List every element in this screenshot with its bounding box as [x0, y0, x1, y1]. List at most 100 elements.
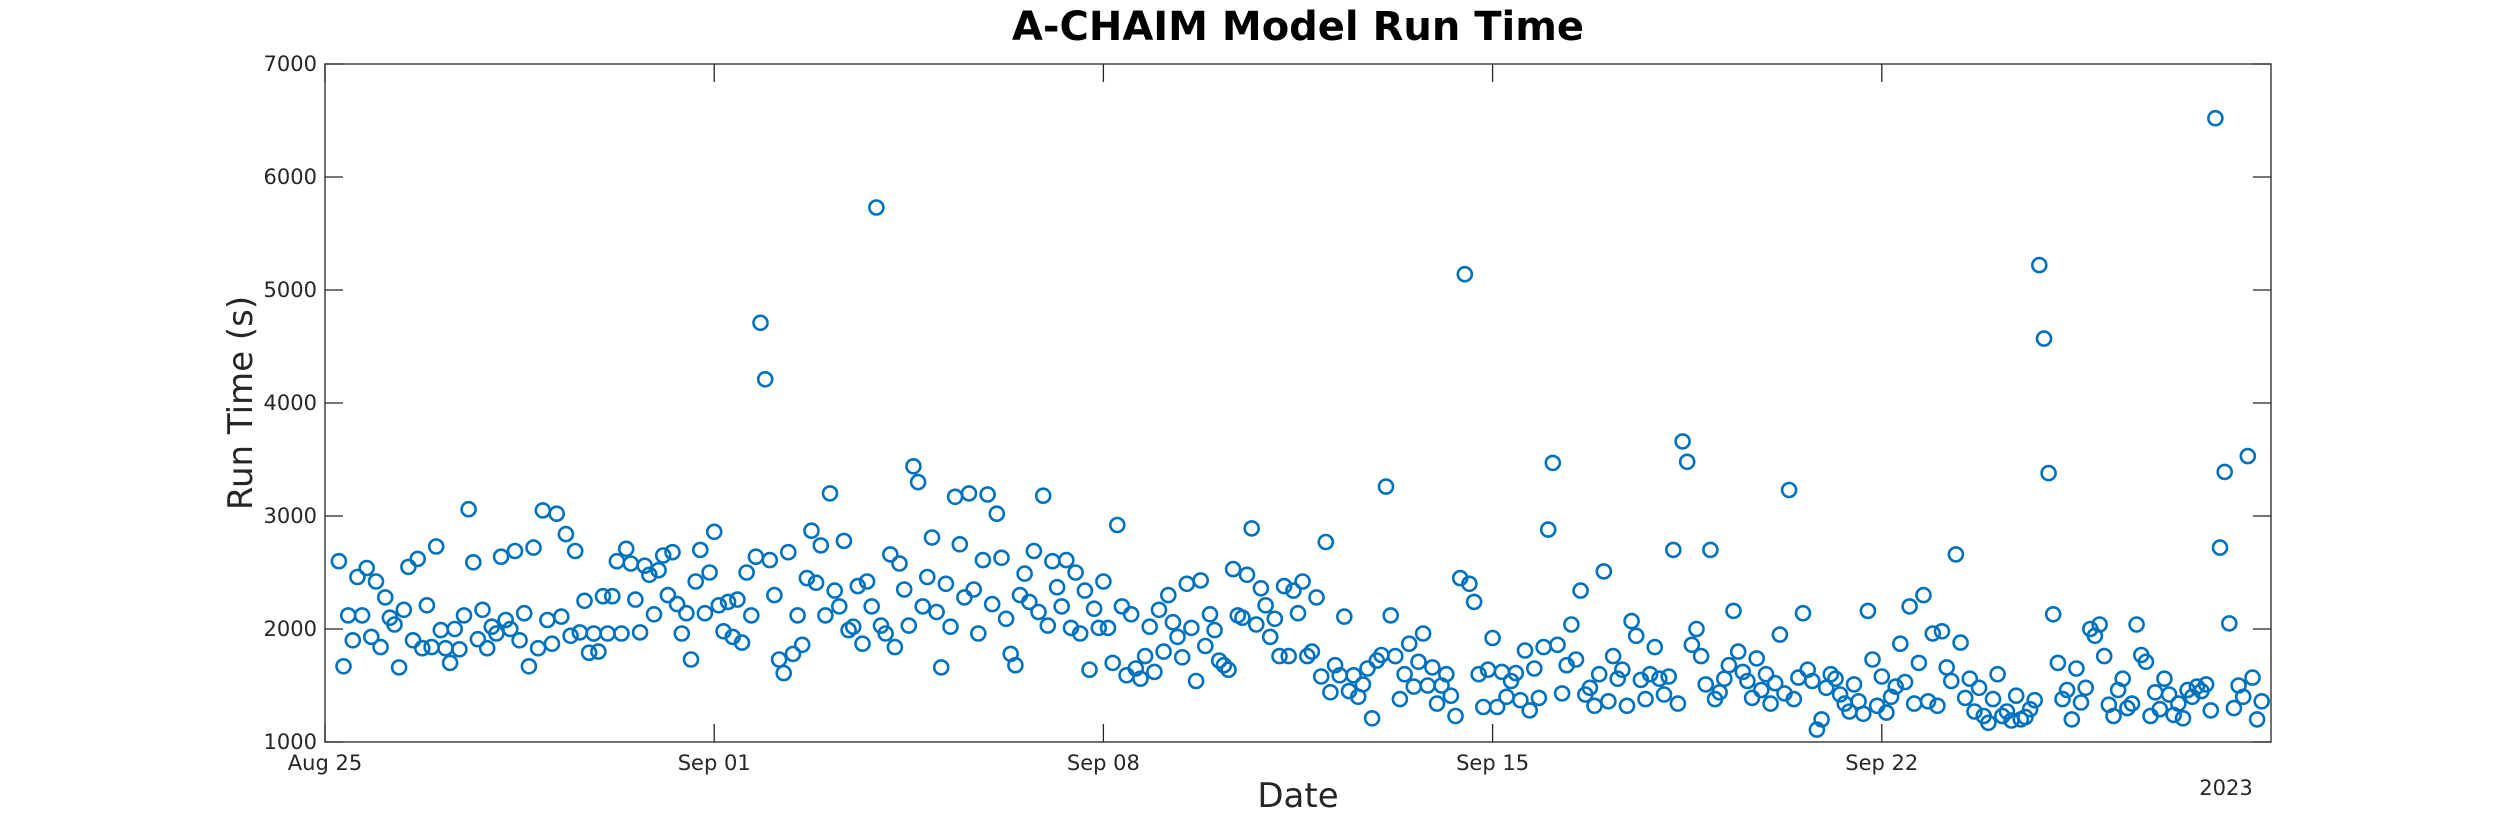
- data-point: [868, 199, 885, 216]
- data-point: [1039, 617, 1057, 634]
- data-point: [367, 573, 385, 590]
- data-point: [1641, 665, 1659, 683]
- axis-ticks: 1000 2000 3000 4000 5000 6000 7000 Aug 25 Sep 01…: [264, 52, 2271, 775]
- data-point: [2221, 615, 2238, 632]
- data-point: [562, 627, 579, 645]
- data-point: [344, 631, 362, 649]
- data-point: [1285, 582, 1302, 599]
- data-point: [627, 591, 644, 608]
- data-point: [835, 532, 853, 550]
- y-tick-label: 5000: [264, 278, 317, 302]
- data-point: [1933, 622, 1951, 640]
- data-point: [543, 635, 561, 653]
- data-point: [2031, 256, 2048, 274]
- data-point: [807, 574, 825, 592]
- data-point: [2105, 707, 2122, 725]
- data-point: [1470, 665, 1487, 683]
- data-point: [1312, 668, 1330, 685]
- data-point: [2077, 679, 2094, 697]
- data-point: [1400, 635, 1418, 653]
- data-point: [1090, 619, 1108, 637]
- data-point: [506, 542, 524, 560]
- y-tick-label: 4000: [264, 391, 317, 415]
- data-point: [1614, 661, 1631, 679]
- data-point: [1970, 679, 1988, 697]
- data-point: [705, 523, 723, 541]
- data-point: [1507, 664, 1525, 682]
- data-point: [1567, 651, 1585, 668]
- data-point: [1808, 721, 1826, 738]
- data-point: [2151, 700, 2169, 718]
- data-point: [900, 617, 918, 634]
- data-point: [1294, 573, 1311, 590]
- data-point: [1910, 654, 1928, 672]
- data-point: [1322, 683, 1339, 701]
- data-point: [1317, 533, 1335, 551]
- data-point: [1590, 665, 1608, 683]
- data-point: [1461, 575, 1478, 593]
- data-point: [1915, 586, 1932, 604]
- data-point: [1438, 665, 1455, 683]
- data-point: [826, 582, 844, 599]
- data-point: [997, 610, 1015, 628]
- data-point: [455, 607, 473, 624]
- data-point: [1627, 627, 1645, 645]
- data-points: [330, 109, 2270, 738]
- data-point: [1901, 598, 1918, 615]
- data-point: [937, 575, 955, 593]
- data-point: [2040, 464, 2057, 482]
- data-point: [701, 564, 718, 581]
- data-point: [895, 581, 913, 598]
- data-point: [1947, 546, 1965, 563]
- data-point: [1618, 697, 1636, 715]
- data-point: [1048, 578, 1066, 596]
- data-point: [2239, 447, 2257, 465]
- data-point: [803, 522, 820, 540]
- data-point: [1104, 654, 1121, 672]
- data-point: [830, 598, 848, 615]
- data-point: [2211, 539, 2229, 556]
- data-point: [1025, 542, 1043, 560]
- data-point: [918, 568, 936, 586]
- data-point: [358, 559, 376, 577]
- data-point: [1141, 618, 1158, 636]
- x-tick-label: Aug 25: [288, 751, 362, 775]
- data-point: [2225, 699, 2243, 717]
- data-point: [446, 620, 464, 638]
- data-point: [330, 552, 348, 570]
- data-point: [969, 625, 987, 642]
- x-tick-label: Sep 22: [1845, 751, 1918, 775]
- data-point: [1998, 703, 2016, 720]
- data-point: [1257, 596, 1274, 614]
- data-point: [2216, 463, 2233, 481]
- data-point: [1465, 593, 1483, 611]
- data-point: [696, 604, 714, 622]
- data-point: [1215, 656, 1233, 674]
- data-point: [1414, 625, 1432, 642]
- data-point: [1637, 690, 1654, 708]
- data-point: [1526, 660, 1543, 677]
- x-tick-label: Sep 15: [1456, 751, 1529, 775]
- data-point: [1604, 647, 1622, 665]
- data-point: [1771, 626, 1789, 643]
- data-point: [2160, 686, 2178, 703]
- data-point: [1766, 674, 1784, 692]
- data-point: [1410, 653, 1427, 671]
- data-point: [520, 657, 538, 675]
- data-point: [1530, 689, 1548, 707]
- data-point: [1688, 620, 1705, 638]
- data-point: [1071, 625, 1089, 642]
- data-point: [1192, 572, 1209, 589]
- data-point: [1345, 666, 1362, 684]
- data-point: [427, 538, 445, 555]
- data-point: [1702, 541, 1719, 559]
- data-point: [1859, 602, 1877, 620]
- data-point: [2095, 647, 2113, 665]
- data-point: [1442, 687, 1460, 705]
- data-point: [1224, 560, 1242, 578]
- data-point: [1447, 707, 1464, 725]
- data-point: [497, 611, 515, 629]
- data-point: [710, 596, 728, 614]
- data-point: [664, 543, 681, 561]
- data-point: [932, 659, 950, 676]
